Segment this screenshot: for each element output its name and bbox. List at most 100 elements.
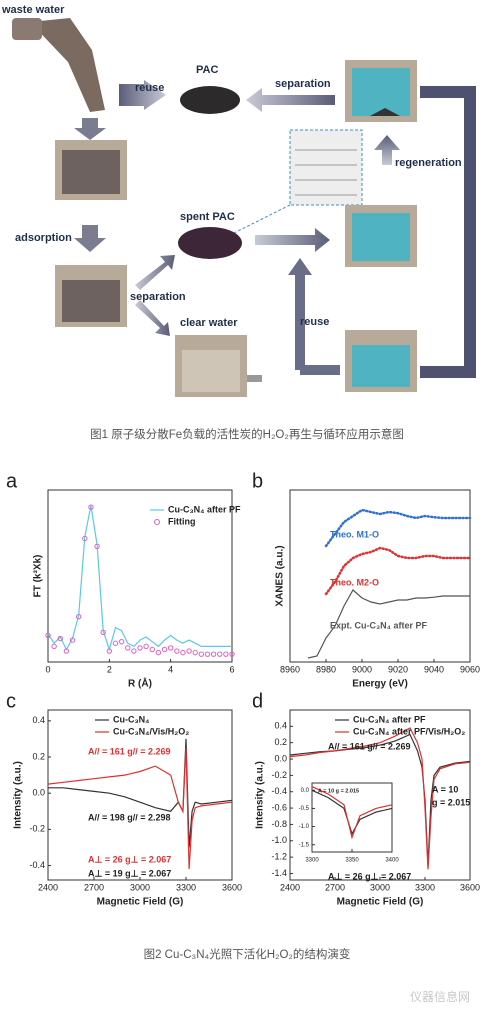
label: PAC [196, 64, 218, 76]
panel-letter: a [6, 470, 18, 492]
fit-point [174, 648, 180, 654]
x-tick-label: 0 [45, 664, 50, 674]
series-line [289, 727, 471, 870]
fit-point [57, 635, 63, 642]
arrow [255, 228, 330, 252]
series-label: Theo. M2-O [330, 577, 379, 587]
x-tick-label: 9000 [352, 664, 372, 674]
series-line [48, 738, 233, 848]
x-axis-label: Energy (eV) [352, 679, 408, 690]
x-tick-label: 3300 [176, 882, 196, 892]
arrow [246, 88, 335, 112]
arrow [74, 225, 106, 252]
fit-point [217, 651, 223, 657]
y-tick-label: -0.4 [29, 860, 45, 870]
fit-point [125, 645, 131, 651]
y-axis-label: Intensity (a.u.) [13, 761, 24, 829]
tank [55, 140, 127, 200]
y-tick-label: 0.0 [301, 788, 310, 794]
annotation: A⊥ = 26 g⊥ = 2.067 [328, 871, 411, 881]
fit-point [112, 640, 119, 646]
fit-point [69, 637, 76, 643]
plot-frame [47, 489, 233, 663]
y-axis-label: Intensity (a.u.) [255, 761, 266, 829]
waste-water-stream [30, 18, 105, 112]
x-axis-label: Magnetic Field (G) [97, 897, 184, 908]
fit-point [131, 648, 137, 654]
fit-point [186, 648, 192, 654]
x-tick-label: 3300 [305, 858, 319, 864]
fit-point [118, 638, 125, 645]
x-tick-label: 2400 [38, 882, 58, 892]
caption: 图1 原子级分散Fe负载的活性炭的H₂O₂再生与循环应用示意图 [90, 427, 404, 441]
fit-point [204, 651, 211, 657]
fit-point [192, 649, 198, 656]
fit-point [161, 646, 168, 653]
x-tick-label: 9040 [424, 664, 444, 674]
annotation: A = 10 g = 2.015 [318, 788, 359, 794]
y-tick-label: -1.5 [299, 842, 310, 848]
x-tick-label: 9060 [460, 664, 480, 674]
annotation: A// = 161 g// = 2.269 [88, 746, 171, 756]
x-tick-label: 6 [229, 664, 234, 674]
y-tick-label: -1.4 [271, 868, 287, 878]
x-tick-label: 2400 [280, 882, 300, 892]
label: regeneration [395, 157, 462, 169]
arrow [288, 258, 312, 275]
fit-point [100, 629, 106, 635]
fit-point [106, 648, 113, 654]
tank [55, 265, 127, 327]
x-tick-label: 3600 [222, 882, 242, 892]
annotation: A⊥ = 26 g⊥ = 2.067 [88, 854, 171, 864]
arrow [374, 135, 400, 165]
y-tick-label: -0.2 [29, 824, 45, 834]
scheme: waste water reuse PAC separation regener… [1, 4, 476, 397]
y-tick-label: 0.4 [274, 721, 287, 731]
zoom-box [289, 129, 363, 206]
panel-letter: d [252, 690, 263, 712]
x-tick-label: 3300 [415, 882, 435, 892]
x-tick-label: 8960 [280, 664, 300, 674]
legend-label: Cu-C₃N₄ after PF [353, 714, 426, 724]
series-line [311, 786, 393, 840]
x-tick-label: 4 [168, 664, 173, 674]
x-tick-label: 2700 [325, 882, 345, 892]
y-tick-label: -1.2 [271, 851, 287, 861]
arrow [74, 118, 106, 140]
legend-label: Cu-C₃N₄ after PF [168, 504, 241, 514]
arrow [119, 80, 166, 110]
pipe [12, 18, 42, 40]
x-tick-label: 2700 [84, 882, 104, 892]
y-tick-label: 0.0 [274, 753, 287, 763]
y-tick-label: 0.2 [274, 737, 287, 747]
pac [180, 86, 240, 114]
annotation: A⊥ = 19 g⊥ = 2.067 [88, 868, 171, 878]
panel-letter: b [252, 470, 263, 492]
spent-pac [178, 227, 242, 259]
caption: 图2 Cu-C₃N₄光照下活化H₂O₂的结构演变 [144, 947, 351, 961]
y-tick-label: -0.6 [271, 802, 287, 812]
x-tick-label: 3400 [385, 858, 399, 864]
tank-teal [345, 205, 417, 267]
fit-point [223, 651, 229, 657]
fit-point [210, 651, 217, 657]
legend-label: Fitting [168, 516, 196, 526]
y-tick-label: -0.4 [271, 786, 287, 796]
fit-point [180, 649, 186, 656]
tank-teal [345, 60, 417, 122]
series-line [324, 508, 472, 548]
x-axis-label: R (Å) [128, 677, 152, 690]
lattice [295, 149, 357, 196]
fit-point [167, 645, 174, 651]
x-tick-label: 2 [107, 664, 112, 674]
panel-letter: c [6, 690, 16, 712]
legend-label: Cu-C₃N₄ [113, 714, 149, 724]
series-line [47, 747, 233, 870]
label: separation [130, 291, 186, 303]
loop-arrow [420, 86, 476, 378]
label: adsorption [15, 232, 72, 244]
fit-point [88, 504, 94, 510]
fit-point [45, 632, 51, 639]
